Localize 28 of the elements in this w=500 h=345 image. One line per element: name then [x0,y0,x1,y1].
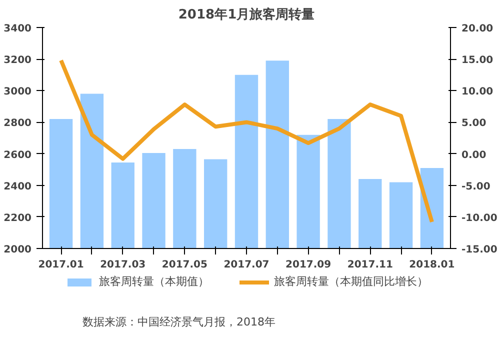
chart-title: 2018年1月旅客周转量 [178,6,315,22]
y-tick-label: 2400 [4,181,32,192]
y-tick-label: 2200 [4,212,32,224]
legend-label: 旅客周转量（本期值） [99,274,209,289]
y-tick-label: 3200 [4,55,32,66]
y-tick-label: 3000 [4,86,32,98]
line-series [59,58,434,224]
y-tick-label: 3400 [4,24,32,34]
y2-tick-label: -5.00 [462,181,490,192]
y-tick-label: 2600 [4,150,32,161]
y-tick-label: 2000 [4,244,32,256]
x-tick-label: 2017.05 [162,260,208,270]
y2-tick-label: 15.00 [462,55,494,66]
y2-tick-label: 10.00 [462,86,494,98]
y2-tick-label: -10.00 [462,212,498,224]
x-tick-label: 2017.11 [347,260,393,270]
x-tick-label: 2017.09 [286,260,332,270]
x-tick-label: 2017.03 [100,260,146,270]
x-tick-label: 2018.01 [409,260,455,270]
x-tick-label: 2017.07 [224,260,270,270]
y2-tick-label: 0.00 [462,150,486,161]
y2-tick-label: -15.00 [462,244,498,256]
legend-label: 旅客周转量（本期值同比增长） [274,274,428,289]
x-tick-label: 2017.01 [38,260,84,270]
source-note: 数据来源：中国经济景气月报，2018年 [82,316,276,328]
y2-tick-label: 20.00 [462,24,494,34]
y-tick-label: 2800 [4,118,32,130]
y2-tick-label: 5.00 [462,118,486,130]
